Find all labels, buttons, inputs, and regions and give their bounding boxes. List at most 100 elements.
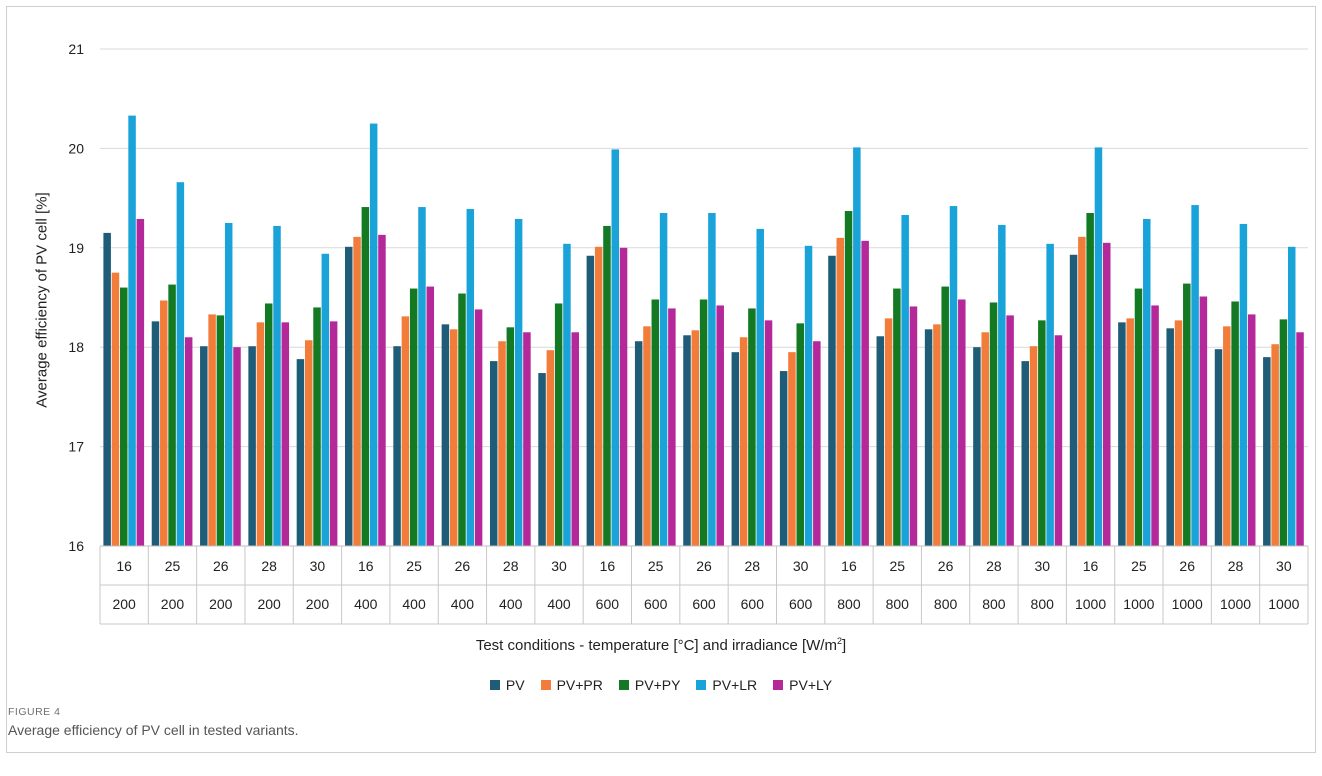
bar-pv — [538, 373, 546, 546]
bar-pv-py — [796, 323, 804, 546]
x-tick-irradiance: 1000 — [1172, 596, 1203, 612]
x-tick-temperature: 30 — [310, 558, 326, 574]
x-tick-temperature: 28 — [745, 558, 761, 574]
bar-pv — [1263, 357, 1271, 546]
bar-pv-pr — [1078, 236, 1086, 546]
x-tick-temperature: 16 — [1083, 558, 1099, 574]
bar-pv-lr — [1143, 218, 1151, 546]
bar-pv-ly — [1199, 296, 1208, 546]
bar-pv-pr — [788, 352, 796, 546]
legend-item: PV+PR — [540, 677, 603, 693]
bar-pv-lr — [563, 243, 571, 546]
x-tick-temperature: 26 — [938, 558, 954, 574]
bar-pv-ly — [329, 321, 338, 546]
bar-pv-ly — [619, 247, 628, 547]
x-tick-irradiance: 200 — [161, 596, 185, 612]
bar-pv-py — [844, 211, 853, 546]
bar-pv-ly — [474, 309, 483, 546]
bar-pv — [924, 329, 933, 546]
bar-pv-ly — [764, 320, 773, 546]
x-tick-irradiance: 800 — [982, 596, 1006, 612]
x-tick-irradiance: 800 — [1031, 596, 1055, 612]
bar-pv-lr — [514, 218, 523, 546]
x-tick-irradiance: 400 — [354, 596, 378, 612]
bar-pv-pr — [304, 340, 313, 546]
figure-label: FIGURE 4 — [8, 706, 61, 718]
bar-pv-ly — [1247, 314, 1256, 546]
x-tick-irradiance: 600 — [596, 596, 620, 612]
bar-pv-py — [506, 327, 515, 546]
bar-pv — [151, 321, 160, 546]
bar-pv-pr — [160, 300, 168, 546]
x-tick-irradiance: 400 — [451, 596, 475, 612]
bar-pv-py — [893, 288, 901, 546]
bar-pv — [200, 346, 208, 546]
x-tick-temperature: 28 — [503, 558, 519, 574]
legend-label: PV — [505, 677, 525, 693]
bar-pv-pr — [401, 316, 410, 546]
bar-pv-py — [216, 315, 225, 546]
bar-pv-py — [989, 302, 998, 546]
y-tick-label: 19 — [68, 240, 84, 256]
x-tick-temperature: 28 — [986, 558, 1002, 574]
legend-label: PV+PY — [634, 677, 681, 693]
bar-pv-ly — [861, 240, 869, 547]
bar-pv-ly — [668, 308, 676, 546]
y-tick-label: 18 — [68, 339, 84, 355]
bar-pv — [1021, 361, 1029, 546]
bar-pv-lr — [418, 207, 426, 546]
figure-caption: Average efficiency of PV cell in tested … — [8, 722, 299, 738]
bar-pv-py — [1086, 213, 1094, 546]
bar-pv-ly — [1151, 305, 1159, 546]
x-tick-irradiance: 400 — [499, 596, 523, 612]
bar-pv-pr — [594, 246, 603, 546]
x-tick-irradiance: 800 — [837, 596, 861, 612]
bar-pv-py — [748, 308, 756, 546]
bar-pv — [973, 347, 981, 546]
bar-pv — [1118, 322, 1126, 546]
x-tick-temperature: 25 — [406, 558, 422, 574]
bar-pv-lr — [1094, 147, 1103, 546]
bar-pv-lr — [998, 224, 1006, 547]
bar-pv-py — [699, 299, 708, 546]
bar-pv — [1166, 328, 1174, 546]
x-tick-irradiance: 1000 — [1220, 596, 1251, 612]
x-tick-temperature: 30 — [1276, 558, 1292, 574]
bar-pv-ly — [523, 332, 531, 546]
y-tick-label: 20 — [68, 140, 84, 156]
bar-pv-py — [941, 286, 949, 546]
bar-pv-pr — [739, 337, 748, 546]
x-tick-temperature: 25 — [648, 558, 664, 574]
x-tick-irradiance: 400 — [547, 596, 571, 612]
x-tick-temperature: 16 — [116, 558, 132, 574]
bar-pv-ly — [909, 306, 918, 546]
bar-pv-py — [458, 293, 466, 546]
bar-pv-pr — [1126, 318, 1134, 546]
x-tick-temperature: 30 — [551, 558, 567, 574]
legend-swatch — [618, 680, 629, 690]
bar-pv-ly — [136, 218, 145, 546]
x-axis-title: Test conditions - temperature [°C] and i… — [0, 636, 1322, 654]
bar-pv — [634, 341, 643, 546]
bar-pv-pr — [449, 329, 458, 546]
bar-pv-lr — [708, 213, 716, 546]
bar-pv-lr — [224, 222, 233, 546]
bar-pv-pr — [1174, 320, 1183, 546]
bar-pv-py — [1183, 283, 1191, 546]
chart-legend: PV PV+PR PV+PY PV+LR PV+LY — [0, 677, 1322, 693]
x-tick-temperature: 30 — [793, 558, 809, 574]
legend-item: PV+LR — [696, 677, 757, 693]
bar-pv-ly — [426, 286, 435, 546]
x-tick-temperature: 28 — [261, 558, 277, 574]
bar-pv-lr — [853, 147, 861, 546]
x-tick-irradiance: 200 — [209, 596, 233, 612]
x-tick-irradiance: 200 — [306, 596, 330, 612]
x-tick-irradiance: 800 — [886, 596, 910, 612]
x-tick-irradiance: 600 — [789, 596, 813, 612]
bar-pv-ly — [233, 347, 241, 546]
bar-pv-py — [409, 288, 418, 546]
x-tick-temperature: 26 — [1179, 558, 1195, 574]
bar-pv-ly — [1296, 332, 1304, 546]
bar-pv-py — [361, 207, 370, 546]
x-axis-title-superscript: 2 — [836, 636, 842, 646]
